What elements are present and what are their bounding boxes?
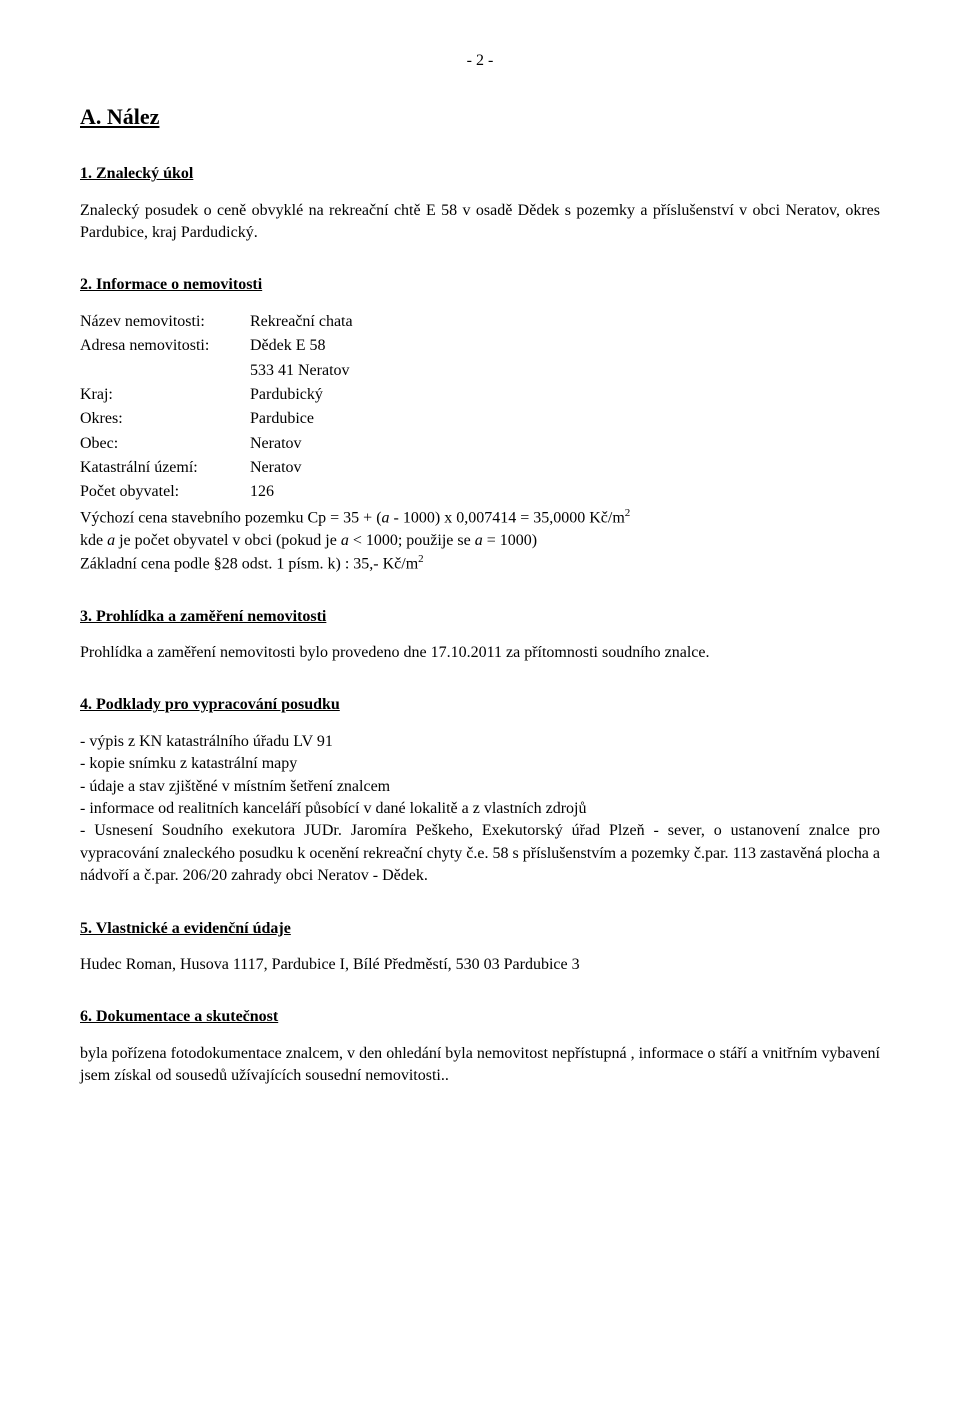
formula-sup1: 2 [625,507,631,519]
formula-sup2: 2 [418,553,424,565]
district-label: Okres: [80,408,250,430]
formula-line2-mid2: < 1000; použije se [349,532,475,549]
formula-a1: a [382,509,390,526]
info-row-region: Kraj: Pardubický [80,384,880,406]
cadastral-label: Katastrální území: [80,457,250,479]
info-row-cadastral: Katastrální území: Neratov [80,457,880,479]
info-row-name: Název nemovitosti: Rekreační chata [80,311,880,333]
region-value: Pardubický [250,384,880,406]
info-row-address2: 533 41 Neratov [80,360,880,382]
address-spacer [80,360,250,382]
info-row-district: Okres: Pardubice [80,408,880,430]
address-value2: 533 41 Neratov [250,360,880,382]
formula-a3: a [341,532,349,549]
name-label: Název nemovitosti: [80,311,250,333]
formula-prefix: Výchozí cena stavebního pozemku Cp = 35 … [80,509,382,526]
section1-heading: 1. Znalecký úkol [80,163,880,185]
list-item: - kopie snímku z katastrální mapy [80,753,880,775]
section1-text: Znalecký posudek o ceně obvyklé na rekre… [80,200,880,245]
formula-line3-prefix: Základní cena podle §28 odst. 1 písm. k)… [80,555,418,572]
address-value1: Dědek E 58 [250,335,880,357]
info-row-address: Adresa nemovitosti: Dědek E 58 [80,335,880,357]
info-row-municipality: Obec: Neratov [80,433,880,455]
list-item: - Usnesení Soudního exekutora JUDr. Jaro… [80,820,880,887]
section5-heading: 5. Vlastnické a evidenční údaje [80,918,880,940]
section4-heading: 4. Podklady pro vypracování posudku [80,694,880,716]
main-heading: A. Nález [80,102,880,133]
formula-line3: Základní cena podle §28 odst. 1 písm. k)… [80,552,880,576]
formula-a2: a [107,532,115,549]
page-number: - 2 - [80,50,880,72]
municipality-label: Obec: [80,433,250,455]
section2-heading: 2. Informace o nemovitosti [80,274,880,296]
section5-text: Hudec Roman, Husova 1117, Pardubice I, B… [80,954,880,976]
population-value: 126 [250,481,880,503]
section3-heading: 3. Prohlídka a zaměření nemovitosti [80,606,880,628]
district-value: Pardubice [250,408,880,430]
cadastral-value: Neratov [250,457,880,479]
name-value: Rekreační chata [250,311,880,333]
region-label: Kraj: [80,384,250,406]
info-row-population: Počet obyvatel: 126 [80,481,880,503]
section4-list: - výpis z KN katastrálního úřadu LV 91 -… [80,731,880,888]
formula-line1: Výchozí cena stavebního pozemku Cp = 35 … [80,506,880,530]
list-item: - údaje a stav zjištěné v místním šetřen… [80,776,880,798]
section6-heading: 6. Dokumentace a skutečnost [80,1006,880,1028]
formula-line2-mid: je počet obyvatel v obci (pokud je [115,532,341,549]
formula-a4: a [475,532,483,549]
formula-line2: kde a je počet obyvatel v obci (pokud je… [80,530,880,552]
list-item: - informace od realitních kanceláří půso… [80,798,880,820]
section6-text: byla pořízena fotodokumentace znalcem, v… [80,1043,880,1088]
formula-line2-prefix: kde [80,532,107,549]
info-block: Název nemovitosti: Rekreační chata Adres… [80,311,880,576]
formula-mid1: - 1000) x 0,007414 = 35,0000 Kč/m [390,509,625,526]
formula-line2-end: = 1000) [483,532,537,549]
municipality-value: Neratov [250,433,880,455]
population-label: Počet obyvatel: [80,481,250,503]
section3-text: Prohlídka a zaměření nemovitosti bylo pr… [80,642,880,664]
address-label: Adresa nemovitosti: [80,335,250,357]
list-item: - výpis z KN katastrálního úřadu LV 91 [80,731,880,753]
